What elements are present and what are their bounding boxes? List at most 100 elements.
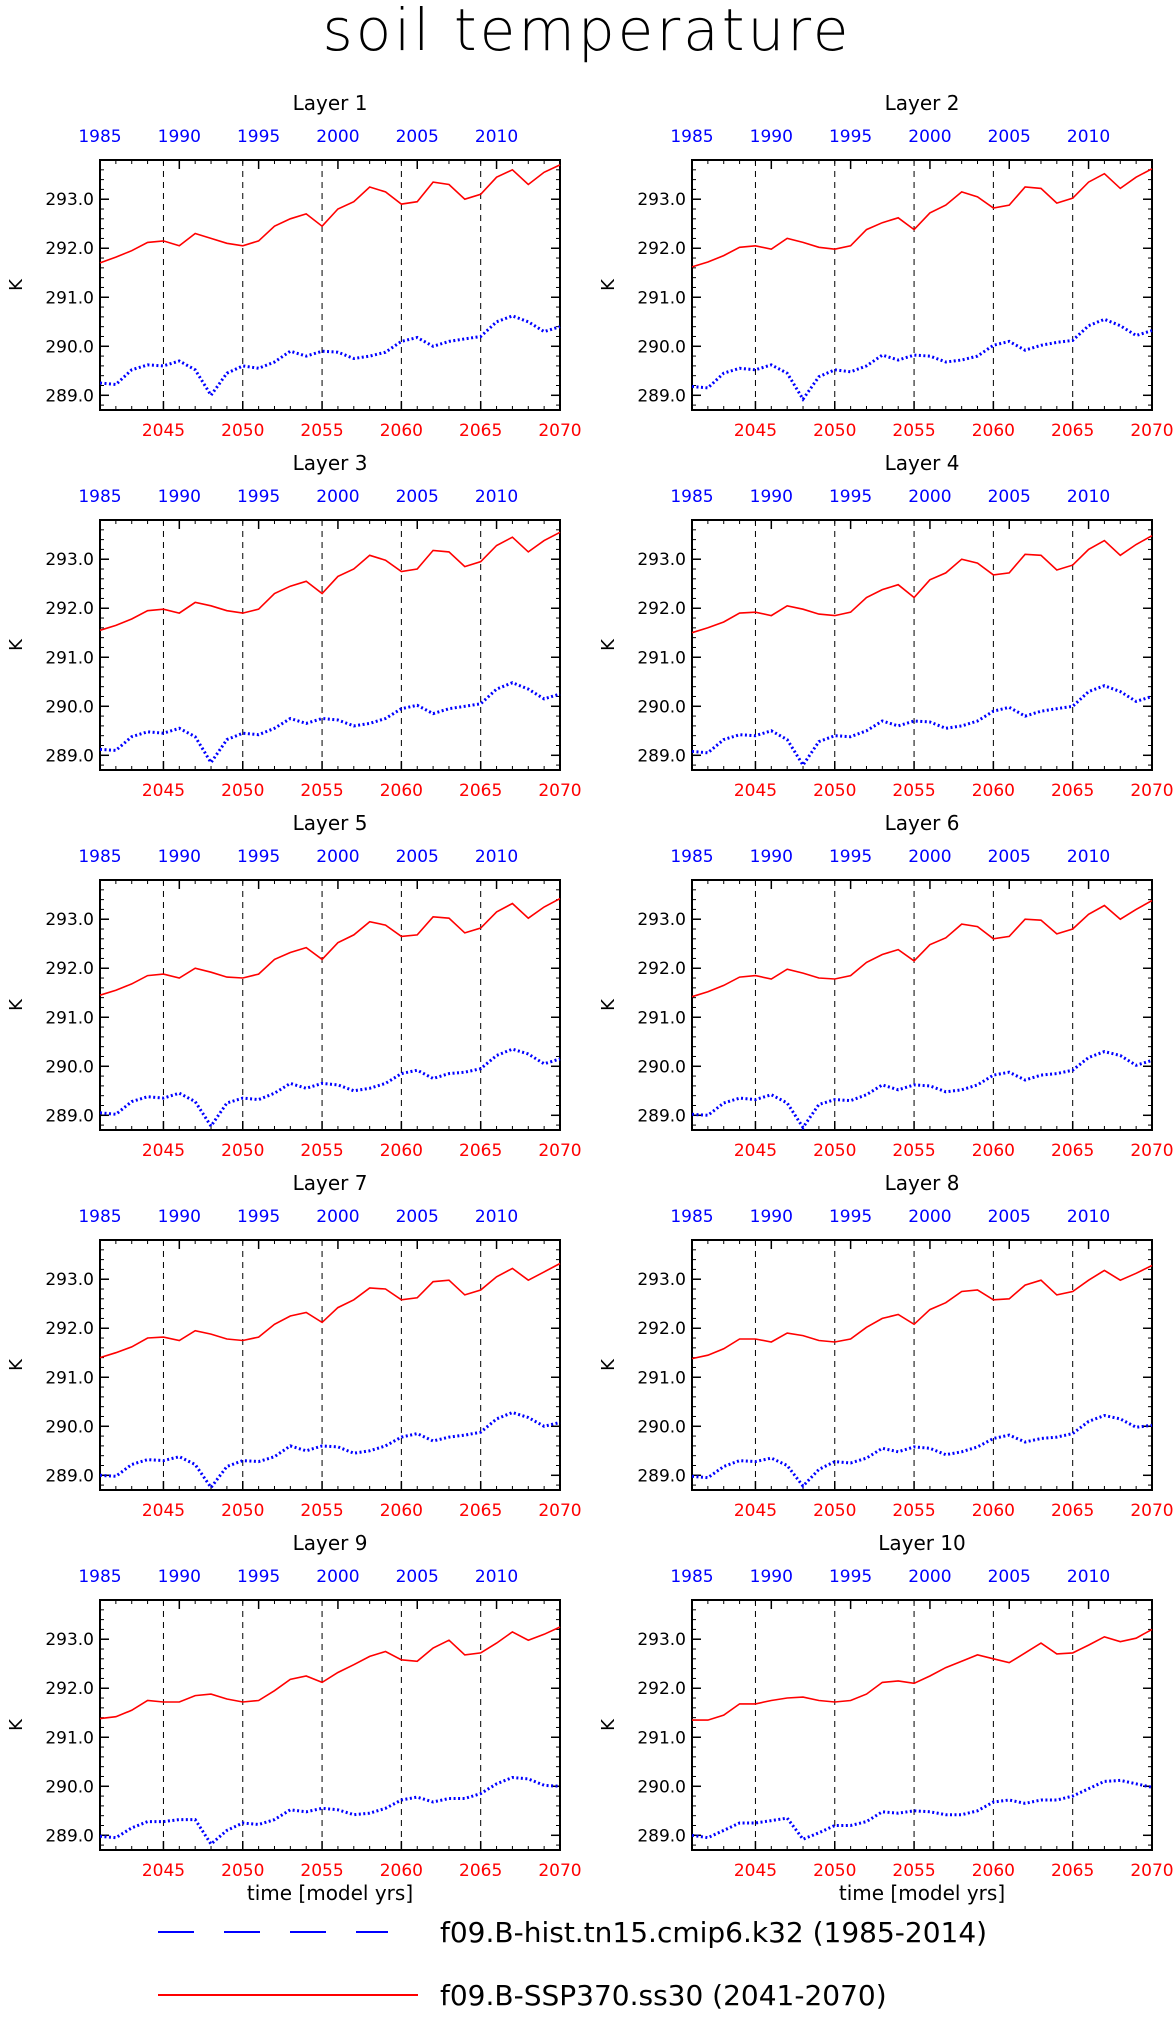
xtick-top-label: 2000 <box>316 847 359 867</box>
panel-4: Layer 4 289.0 290.0 291.0 292.0 293.0 K 2045 205… <box>598 451 1174 801</box>
ytick-label: 291.0 <box>637 1368 686 1388</box>
xtick-top-label: 1995 <box>829 1207 872 1227</box>
series-line-ssp370 <box>691 168 1153 268</box>
xtick-bottom-label: 2050 <box>221 421 264 441</box>
ytick-label: 290.0 <box>45 697 94 717</box>
xtick-bottom-label: 2070 <box>1130 1861 1173 1881</box>
ytick-label: 292.0 <box>637 1679 686 1699</box>
xtick-bottom-label: 2060 <box>972 1861 1015 1881</box>
xtick-bottom-label: 2070 <box>1130 1501 1173 1521</box>
xtick-bottom-label: 2055 <box>892 1141 935 1161</box>
xtick-top-label: 2010 <box>475 847 518 867</box>
ytick-label: 290.0 <box>637 337 686 357</box>
xtick-bottom-label: 2070 <box>538 1141 581 1161</box>
xtick-bottom-label: 2050 <box>813 1141 856 1161</box>
series-line-ssp370 <box>99 897 561 996</box>
ytick-label: 291.0 <box>637 288 686 308</box>
xtick-top-label: 2000 <box>908 127 951 147</box>
plot-frame <box>99 879 561 1131</box>
panel-9: Layer 9 289.0 290.0 291.0 292.0 293.0 K 2045 205… <box>6 1531 582 1905</box>
xtick-bottom-label: 2070 <box>538 1501 581 1521</box>
xtick-top-label: 1985 <box>78 1567 121 1587</box>
xtick-top-label: 1985 <box>670 847 713 867</box>
xtick-bottom-label: 2070 <box>1130 781 1173 801</box>
panel-2: Layer 2 289.0 290.0 291.0 292.0 293.0 K 2045 205… <box>598 91 1174 441</box>
ytick-label: 289.0 <box>45 746 94 766</box>
xtick-top-label: 1990 <box>158 487 201 507</box>
xtick-top-label: 2010 <box>1067 487 1110 507</box>
series-line-ssp370 <box>99 1626 561 1720</box>
panel-8: Layer 8 289.0 290.0 291.0 292.0 293.0 K 2045 205… <box>598 1171 1174 1521</box>
xtick-top-label: 2005 <box>988 1567 1031 1587</box>
series-line-ssp370 <box>691 535 1153 634</box>
series-line-hist <box>99 1775 561 1847</box>
xtick-bottom-label: 2065 <box>459 1501 502 1521</box>
xtick-top-label: 1985 <box>670 487 713 507</box>
panel-title: Layer 7 <box>293 1171 368 1195</box>
xtick-bottom-label: 2055 <box>892 1861 935 1881</box>
panel-title: Layer 10 <box>878 1531 966 1555</box>
xtick-top-label: 1985 <box>670 1567 713 1587</box>
ytick-label: 292.0 <box>45 239 94 259</box>
ytick-label: 289.0 <box>637 1106 686 1126</box>
xtick-top-label: 1995 <box>237 1567 280 1587</box>
xtick-bottom-label: 2055 <box>300 1141 343 1161</box>
legend-label: f09.B-SSP370.ss30 (2041-2070) <box>440 1979 887 2012</box>
y-axis-label: K <box>6 278 27 291</box>
x-axis-label: time [model yrs] <box>839 1881 1005 1905</box>
xtick-bottom-label: 2045 <box>142 1141 185 1161</box>
xtick-top-label: 1990 <box>750 127 793 147</box>
plot-frame <box>691 1599 1153 1851</box>
xtick-top-label: 1985 <box>78 127 121 147</box>
xtick-bottom-label: 2055 <box>892 421 935 441</box>
xtick-top-label: 1990 <box>750 847 793 867</box>
plot-frame <box>691 879 1153 1131</box>
xtick-top-label: 2010 <box>475 487 518 507</box>
y-axis-label: K <box>6 1358 27 1371</box>
ytick-label: 292.0 <box>637 599 686 619</box>
ytick-label: 292.0 <box>637 959 686 979</box>
ytick-label: 291.0 <box>637 1008 686 1028</box>
ytick-label: 291.0 <box>45 1368 94 1388</box>
xtick-top-label: 2000 <box>908 1567 951 1587</box>
ytick-label: 291.0 <box>637 1728 686 1748</box>
panel-title: Layer 5 <box>293 811 368 835</box>
xtick-top-label: 2005 <box>396 127 439 147</box>
xtick-bottom-label: 2055 <box>892 781 935 801</box>
ytick-label: 290.0 <box>45 1057 94 1077</box>
xtick-bottom-label: 2055 <box>300 781 343 801</box>
ytick-label: 293.0 <box>637 910 686 930</box>
xtick-top-label: 2000 <box>908 487 951 507</box>
xtick-bottom-label: 2060 <box>380 1501 423 1521</box>
y-axis-label: K <box>6 998 27 1011</box>
xtick-bottom-label: 2070 <box>1130 421 1173 441</box>
y-axis-label: K <box>6 1718 27 1731</box>
xtick-top-label: 1995 <box>829 127 872 147</box>
xtick-bottom-label: 2065 <box>459 421 502 441</box>
xtick-bottom-label: 2065 <box>1051 1141 1094 1161</box>
series-line-hist <box>99 1047 561 1129</box>
ytick-label: 289.0 <box>45 1106 94 1126</box>
xtick-bottom-label: 2070 <box>538 781 581 801</box>
xtick-top-label: 2005 <box>396 847 439 867</box>
ytick-label: 293.0 <box>637 1630 686 1650</box>
xtick-top-label: 2010 <box>475 1207 518 1227</box>
panel-title: Layer 9 <box>293 1531 368 1555</box>
xtick-bottom-label: 2050 <box>813 421 856 441</box>
ytick-label: 292.0 <box>45 959 94 979</box>
xtick-top-label: 1995 <box>829 487 872 507</box>
panel-5: Layer 5 289.0 290.0 291.0 292.0 293.0 K 2045 205… <box>6 811 582 1161</box>
xtick-bottom-label: 2065 <box>459 781 502 801</box>
plot-frame <box>99 519 561 771</box>
xtick-bottom-label: 2060 <box>972 421 1015 441</box>
ytick-label: 291.0 <box>45 1008 94 1028</box>
xtick-top-label: 1990 <box>158 127 201 147</box>
xtick-top-label: 1990 <box>750 1567 793 1587</box>
ytick-label: 289.0 <box>45 1466 94 1486</box>
series-line-hist <box>99 314 561 398</box>
xtick-bottom-label: 2065 <box>1051 781 1094 801</box>
y-axis-label: K <box>598 638 619 651</box>
y-axis-label: K <box>598 1358 619 1371</box>
y-axis-label: K <box>6 638 27 651</box>
